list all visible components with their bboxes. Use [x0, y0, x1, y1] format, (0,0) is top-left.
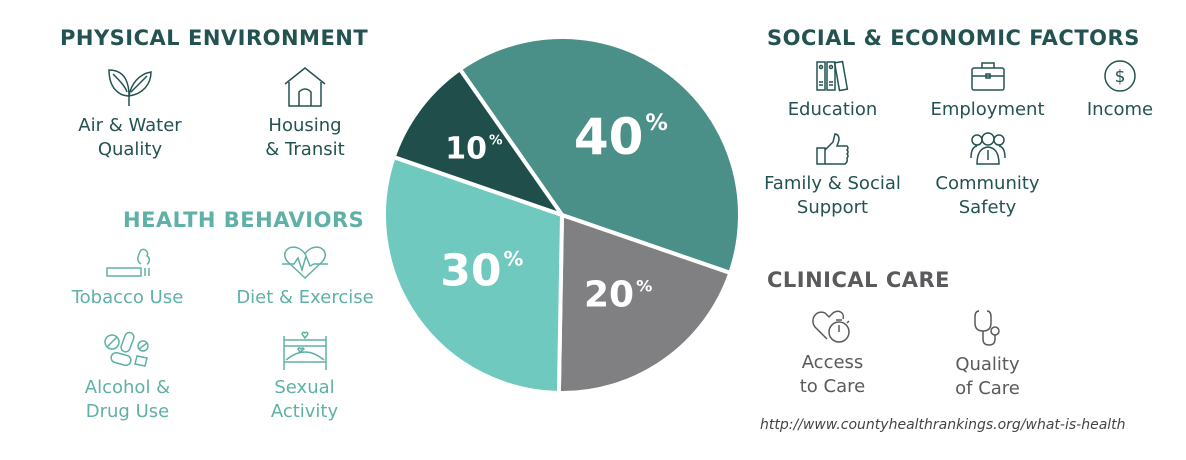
income-item: $ Income	[1075, 60, 1165, 122]
community-safety-item: Community Safety	[920, 132, 1055, 220]
tobacco-use-item: Tobacco Use	[55, 246, 200, 310]
physical-environment-heading: PHYSICAL ENVIRONMENT	[60, 26, 369, 50]
quality-of-care-item: Quality of Care	[930, 309, 1045, 401]
item-label: Family & Social	[764, 173, 901, 194]
item-label: Activity	[270, 401, 339, 422]
dollar-icon: $	[1104, 60, 1136, 92]
pie-slice-label: 40%	[574, 108, 668, 166]
housing-transit-item: Housing & Transit	[235, 66, 375, 162]
item-label: Safety	[958, 197, 1017, 218]
item-label: Access	[801, 352, 864, 373]
pie-slice-clinical-care	[556, 212, 733, 395]
item-label: Diet & Exercise	[236, 287, 374, 308]
employment-item: Employment	[920, 60, 1055, 122]
briefcase-icon	[970, 62, 1005, 91]
svg-text:$: $	[1115, 67, 1126, 87]
clinical-care-heading: CLINICAL CARE	[767, 268, 951, 292]
slice-value: 40	[573, 107, 644, 166]
leaf-icon	[108, 69, 152, 106]
sexual-activity-item: Sexual Activity	[232, 330, 377, 424]
social-economic-heading: SOCIAL & ECONOMIC FACTORS	[767, 26, 1140, 50]
pie-slice-label: 10%	[445, 131, 502, 166]
item-label: Community	[935, 173, 1040, 194]
pie-slice-label: 30%	[440, 246, 523, 297]
family-social-support-item: Family & Social Support	[755, 132, 910, 220]
house-icon	[284, 67, 326, 107]
thumbs-up-icon	[815, 133, 849, 165]
slice-unit: %	[645, 110, 668, 137]
slice-value: 30	[440, 245, 502, 297]
slice-unit: %	[503, 247, 524, 271]
item-label: Employment	[930, 99, 1045, 120]
diet-exercise-item: Diet & Exercise	[225, 246, 385, 310]
bed-icon	[282, 331, 327, 370]
heartbeat-icon	[282, 246, 328, 280]
item-label: Air & Water	[78, 115, 182, 136]
item-label: Sexual	[274, 377, 335, 398]
pie-slice-physical-environment	[391, 66, 568, 219]
item-label: Support	[796, 197, 869, 218]
slice-unit: %	[488, 132, 503, 149]
item-label: Housing	[268, 115, 342, 136]
access-to-care-item: Access to Care	[775, 309, 890, 399]
item-label: of Care	[955, 378, 1020, 399]
item-label: Tobacco Use	[71, 287, 184, 308]
health-behaviors-heading: HEALTH BEHAVIORS	[123, 208, 365, 232]
item-label: & Transit	[265, 139, 345, 160]
item-label: to Care	[799, 376, 866, 397]
heart-stopwatch-icon	[811, 310, 850, 343]
item-label: Alcohol &	[84, 377, 171, 398]
stethoscope-icon	[973, 310, 1000, 346]
item-label: Education	[787, 99, 878, 120]
pie-slice-social-economic-factors	[457, 35, 742, 276]
source-url: http://www.countyhealthrankings.org/what…	[760, 417, 1126, 433]
item-label: Income	[1086, 99, 1154, 120]
slice-unit: %	[636, 276, 653, 296]
people-icon	[969, 132, 1006, 165]
slice-value: 10	[445, 131, 487, 167]
alcohol-drug-use-item: Alcohol & Drug Use	[55, 330, 200, 424]
item-label: Quality	[955, 354, 1020, 375]
cigarette-icon	[105, 248, 150, 277]
slice-value: 20	[583, 274, 635, 316]
binders-icon	[815, 60, 848, 92]
education-item: Education	[765, 60, 900, 122]
item-label: Drug Use	[85, 401, 170, 422]
pie-slice-health-behaviors	[382, 154, 565, 396]
pills-icon	[103, 331, 149, 367]
pie-slice-label: 20%	[584, 275, 652, 316]
air-water-quality-item: Air & Water Quality	[60, 66, 200, 162]
item-label: Quality	[97, 139, 163, 160]
